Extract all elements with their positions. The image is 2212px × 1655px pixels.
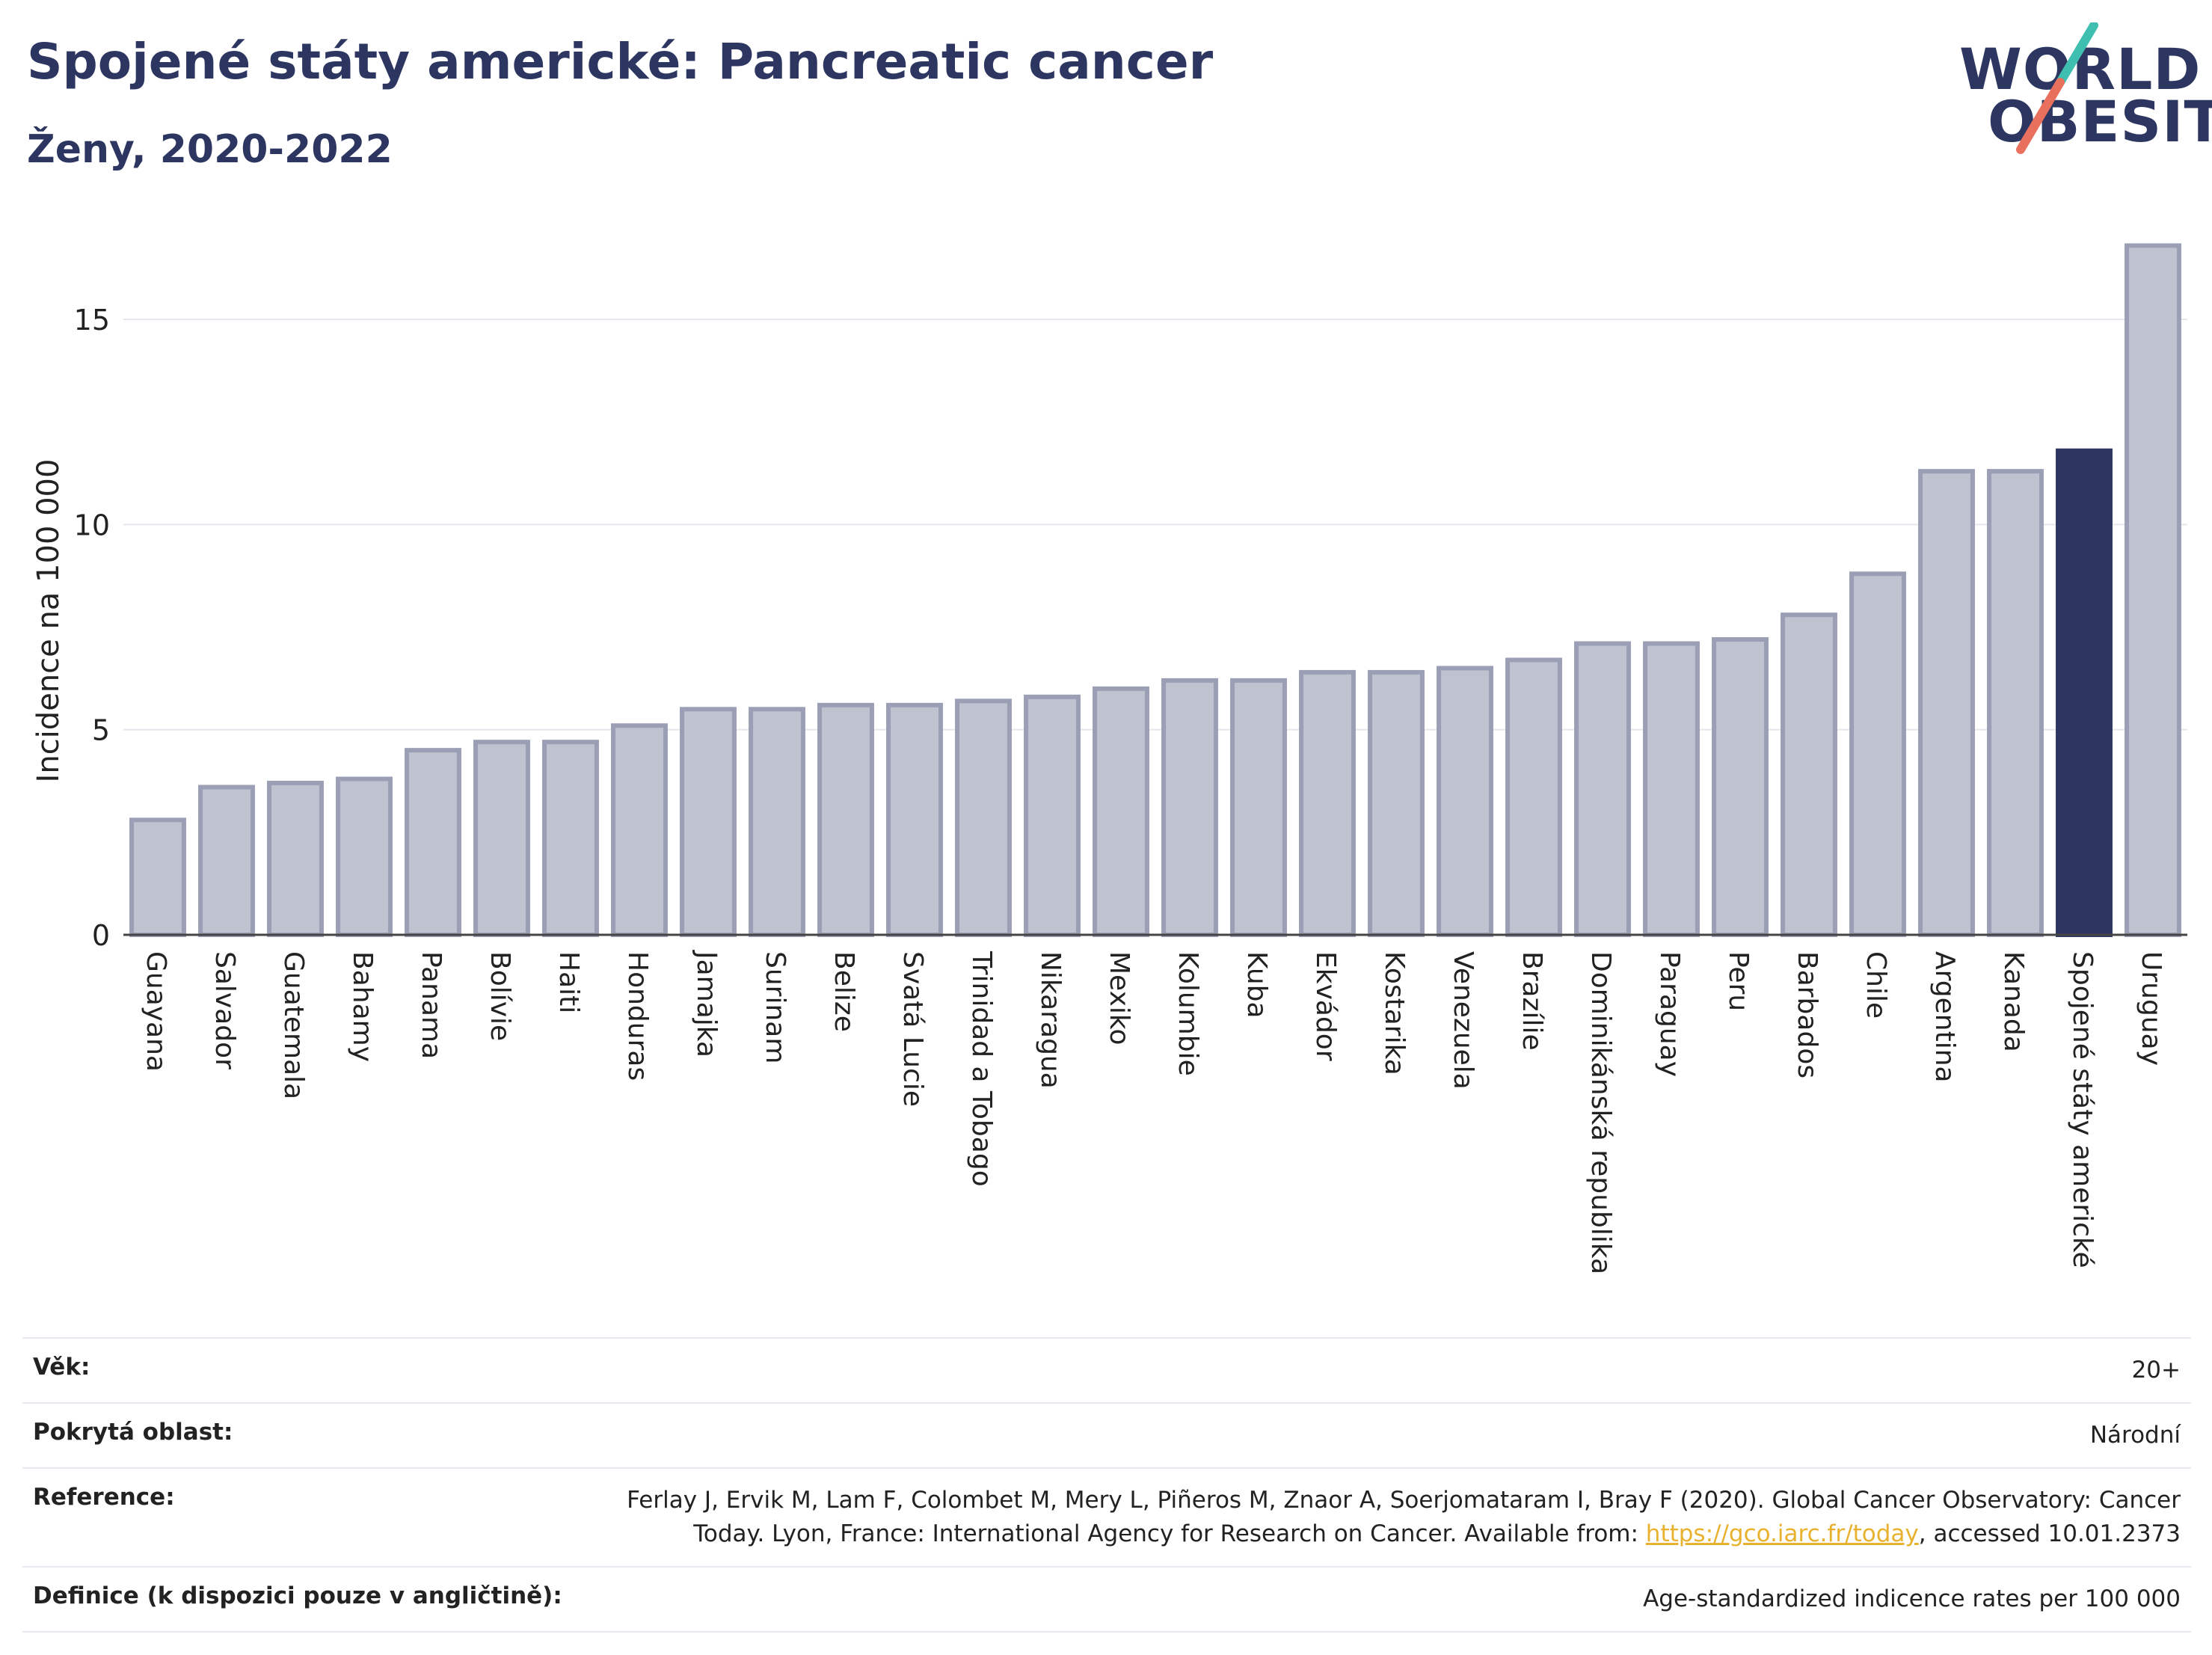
x-tick-label: Bahamy [347,951,378,1062]
bar-22 [1643,641,1700,937]
x-tick-label: Barbados [1792,951,1822,1078]
bar-15 [1161,678,1218,938]
chart-title: Spojené státy americké: Pancreatic cance… [27,33,1214,90]
x-tick-label: Kostarika [1379,951,1410,1075]
meta-coverage-value: Národní [2089,1421,2181,1449]
bar-27 [1987,469,2044,937]
bar-28 [2056,448,2113,937]
bar-6 [542,740,599,938]
y-tick-label: 0 [92,919,110,952]
x-tick-label: Venezuela [1448,951,1478,1090]
x-tick-label: Trinidad a Tobago [966,951,997,1187]
meta-row-coverage: Pokrytá oblast: Národní [22,1402,2191,1468]
x-tick-label: Argentina [1929,951,1960,1083]
y-tick-label: 5 [92,714,110,747]
meta-definition-value: Age-standardized indicence rates per 100… [1643,1585,2181,1612]
x-tick-label: Bolívie [485,951,515,1041]
meta-reference-label: Reference: [33,1483,175,1511]
reference-link[interactable]: https://gco.iarc.fr/today [1645,1520,1919,1547]
bar-11 [886,702,943,937]
bar-25 [1849,571,1906,937]
bar-29 [2125,243,2181,937]
bar-4 [405,748,461,938]
reference-text-1: Ferlay J, Ervik M, Lam F, Colombet M, Me… [627,1486,2181,1547]
logo-slash-icon [2016,22,2098,154]
x-tick-label: Uruguay [2136,951,2166,1066]
bar-1 [198,784,255,937]
x-tick-label: Spojené státy americké [2067,951,2098,1268]
x-tick-label: Svatá Lucie [897,951,928,1107]
bar-3 [336,776,393,937]
y-tick-label: 10 [74,509,110,541]
x-tick-label: Haiti [553,951,584,1013]
x-tick-label: Mexiko [1104,951,1134,1045]
bar-17 [1299,669,1356,938]
x-tick-label: Peru [1723,951,1754,1011]
bar-0 [129,817,186,938]
bar-2 [267,781,324,937]
bar-13 [1024,694,1081,937]
bar-21 [1574,641,1631,937]
bar-23 [1712,637,1769,937]
x-tick-label: Kanada [1998,951,2029,1052]
bar-16 [1230,678,1287,938]
x-tick-label: Dominikánská republika [1585,951,1616,1274]
bar-8 [680,707,737,937]
world-obesity-logo: WORLD OBESITY [1944,22,2212,157]
x-tick-label: Belize [829,951,859,1032]
x-tick-label: Honduras [622,951,653,1081]
x-tick-label: Kolumbie [1173,951,1203,1076]
bar-10 [817,702,874,937]
x-tick-label: Guayana [141,951,171,1072]
x-tick-label: Salvador [209,951,240,1069]
x-tick-label: Brazílie [1517,951,1547,1051]
bar-20 [1505,657,1562,937]
bar-24 [1781,612,1837,937]
meta-row-definition: Definice (k dispozici pouze v angličtině… [22,1566,2191,1632]
meta-row-reference: Reference: Ferlay J, Ervik M, Lam F, Col… [22,1467,2191,1567]
reference-text-2: , accessed 10.01.2373 [1918,1520,2181,1547]
bar-7 [611,723,668,937]
bar-19 [1437,666,1493,938]
metadata-table: Věk: 20+ Pokrytá oblast: Národní Referen… [22,1337,2191,1633]
x-tick-label: Paraguay [1654,951,1685,1077]
bar-12 [955,698,1012,937]
bar-chart: 0 5 10 15 Incidence na 100 000 Guayana Salvado… [31,243,2187,1274]
x-tick-label: Jamajka [691,950,722,1057]
chart-subtitle: Ženy, 2020-2022 [27,127,393,172]
y-axis-label: Incidence na 100 000 [31,459,66,783]
meta-definition-label: Definice (k dispozici pouze v angličtině… [33,1582,562,1609]
x-tick-label: Guatemala [278,951,309,1099]
meta-age-label: Věk: [33,1354,90,1381]
x-tick-label: Surinam [760,951,790,1063]
meta-coverage-label: Pokrytá oblast: [33,1418,233,1446]
meta-age-value: 20+ [2131,1357,2181,1384]
bar-9 [749,707,805,937]
bar-26 [1918,469,1975,937]
bar-14 [1093,686,1149,937]
x-tick-label: Ekvádor [1310,951,1341,1061]
x-tick-label: Nikaragua [1035,951,1066,1089]
x-tick-label: Kuba [1241,951,1272,1019]
bar-18 [1368,669,1425,938]
meta-row-age: Věk: 20+ [22,1338,2191,1403]
meta-reference-value: Ferlay J, Ervik M, Lam F, Colombet M, Me… [612,1468,2191,1567]
x-tick-label: Chile [1861,951,1891,1019]
y-tick-label: 15 [74,304,110,337]
bar-5 [473,740,530,938]
x-tick-label: Panama [416,951,446,1059]
